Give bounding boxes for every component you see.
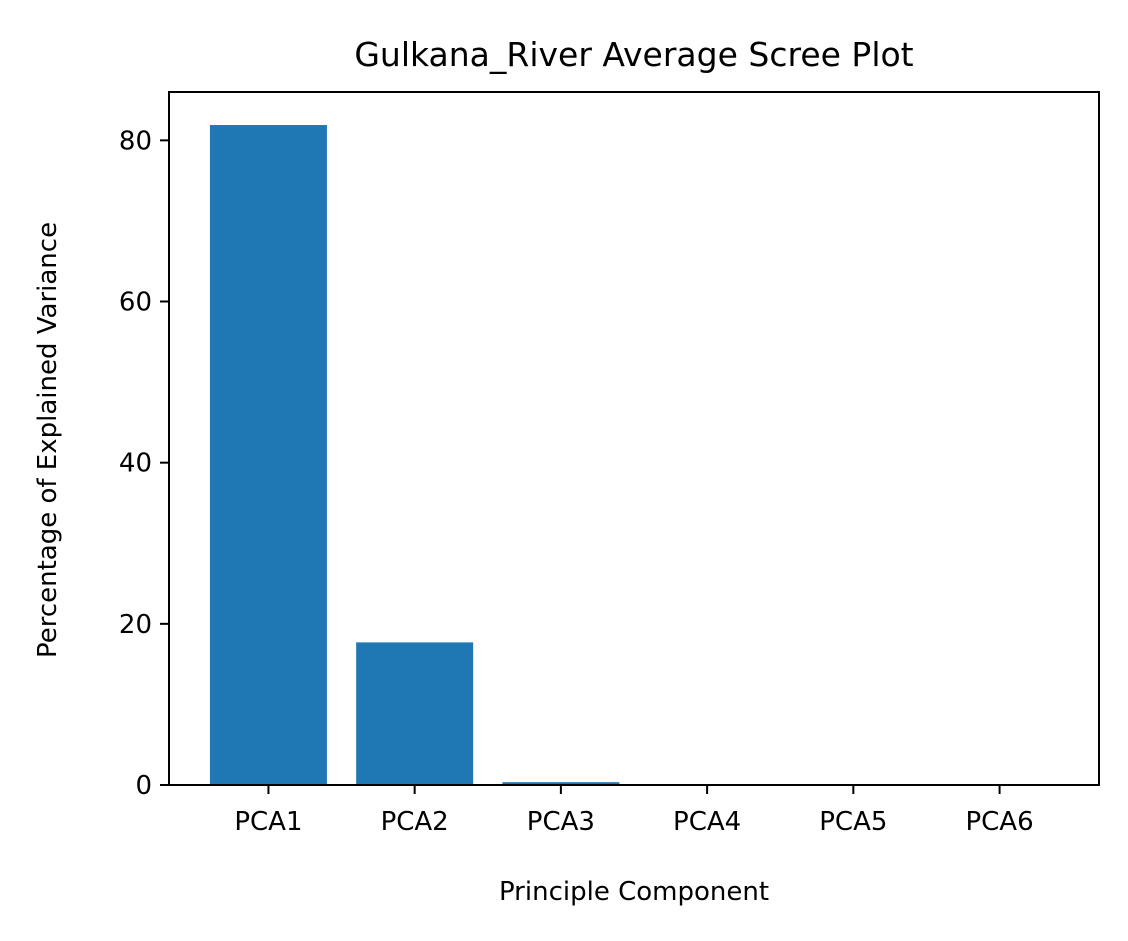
bar-pca2 (356, 642, 474, 785)
y-tick-label: 20 (119, 610, 152, 640)
x-tick-label: PCA3 (527, 807, 595, 837)
y-axis-label: Percentage of Explained Variance (33, 222, 63, 658)
plot-frame (168, 91, 1100, 786)
y-tick-label: 0 (135, 771, 152, 801)
bar-pca3 (502, 782, 620, 785)
x-tick-label: PCA1 (234, 807, 302, 837)
x-axis-label: Principle Component (499, 877, 769, 907)
bar-pca1 (209, 125, 327, 785)
y-tick-label: 60 (119, 288, 152, 318)
y-axis-ticks: 0 20 40 60 80 (119, 126, 169, 801)
y-tick-label: 80 (119, 126, 152, 156)
x-tick-label: PCA4 (673, 807, 741, 837)
x-tick-label: PCA5 (819, 807, 887, 837)
y-tick-label: 40 (119, 449, 152, 479)
bars-group (209, 125, 1059, 785)
x-tick-label: PCA2 (381, 807, 449, 837)
x-axis-ticks: PCA1 PCA2 PCA3 PCA4 PCA5 PCA6 (234, 785, 1034, 837)
x-tick-label: PCA6 (965, 807, 1033, 837)
chart-title: Gulkana_River Average Scree Plot (354, 35, 913, 74)
